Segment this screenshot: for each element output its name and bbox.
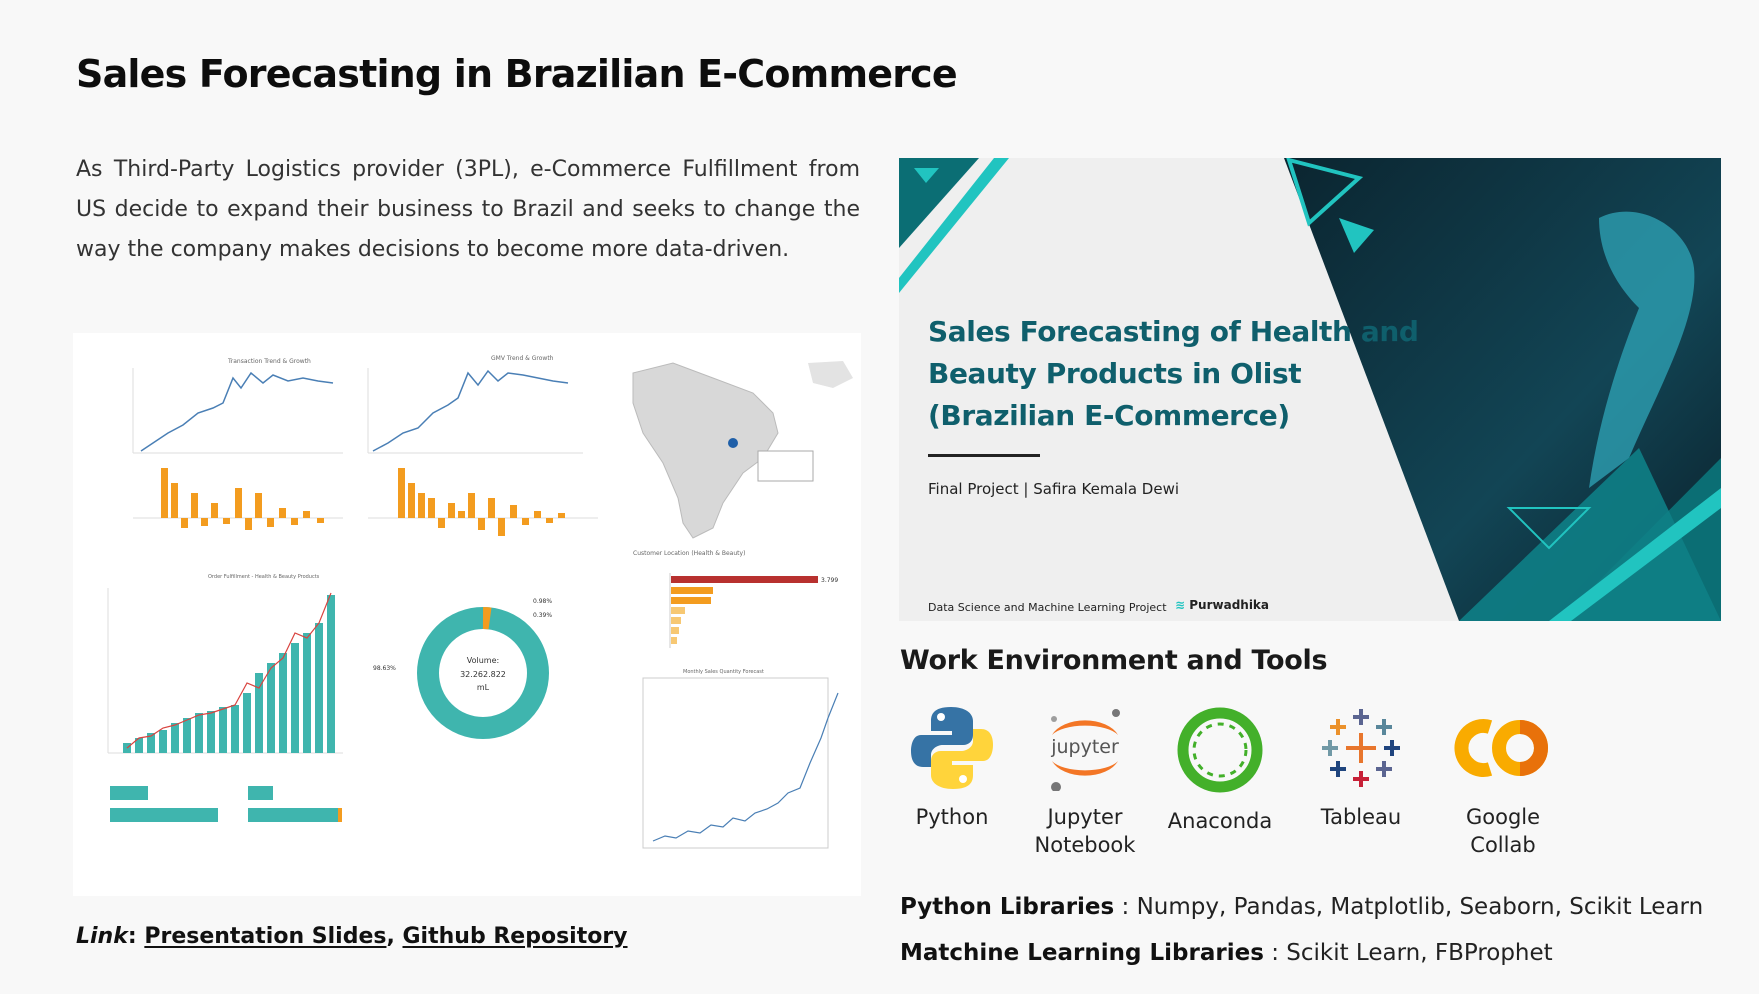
link-separator: , bbox=[386, 924, 395, 949]
slide-footer: Data Science and Machine Learning Projec… bbox=[928, 601, 1167, 614]
tool-label-python: Python bbox=[915, 805, 989, 829]
dashboard-collage-image: Transaction Trend & Growth GMV Trend & G… bbox=[73, 333, 861, 896]
tool-label-anaconda: Anaconda bbox=[1167, 809, 1273, 833]
tool-colab: Google Collab bbox=[1433, 705, 1573, 859]
purwadhika-logo: ≋ Purwadhika bbox=[1175, 598, 1269, 612]
ml-libraries-value: : Scikit Learn, FBProphet bbox=[1263, 940, 1553, 966]
anaconda-icon bbox=[1177, 707, 1263, 793]
links-line: Link: Presentation Slides, Github Reposi… bbox=[76, 924, 628, 949]
python-icon bbox=[911, 707, 993, 789]
donut-label-1: 0.98% bbox=[533, 598, 552, 605]
chart2-title: GMV Trend & Growth bbox=[491, 355, 554, 362]
slide-title: Sales Forecasting of Health and Beauty P… bbox=[928, 315, 1419, 432]
presentation-slides-link[interactable]: Presentation Slides bbox=[144, 924, 387, 949]
github-repository-link[interactable]: Github Repository bbox=[402, 924, 628, 949]
chart1-title: Transaction Trend & Growth bbox=[227, 358, 311, 365]
tool-anaconda: Anaconda bbox=[1150, 705, 1290, 835]
donut-line-1: Volume: bbox=[467, 656, 499, 665]
ml-libraries-label: Matchine Learning Libraries bbox=[900, 940, 1264, 966]
project-description: As Third-Party Logistics provider (3PL),… bbox=[76, 157, 860, 262]
slide-divider bbox=[928, 454, 1040, 457]
tool-tableau: Tableau bbox=[1291, 705, 1431, 831]
tool-label-jupyter: Jupyter Notebook bbox=[1034, 805, 1136, 857]
python-libraries-line: Python Libraries : Numpy, Pandas, Matplo… bbox=[900, 894, 1703, 920]
tool-label-tableau: Tableau bbox=[1320, 805, 1402, 829]
purwadhika-logo-icon: ≋ bbox=[1175, 598, 1186, 612]
python-libraries-label: Python Libraries bbox=[900, 894, 1115, 920]
donut-label-3: 98.63% bbox=[373, 665, 396, 672]
tool-jupyter: jupyter Jupyter Notebook bbox=[1015, 705, 1155, 859]
tool-python: Python bbox=[882, 705, 1022, 831]
donut-line-3: mL bbox=[477, 683, 490, 692]
bar-value-label: 3.799 bbox=[821, 577, 838, 584]
python-libraries-value: : Numpy, Pandas, Matplotlib, Seaborn, Sc… bbox=[1114, 894, 1704, 920]
forecast-title: Monthly Sales Quantity Forecast bbox=[683, 669, 764, 675]
tableau-icon bbox=[1322, 709, 1400, 787]
tools-heading: Work Environment and Tools bbox=[900, 645, 1328, 676]
ml-libraries-line: Matchine Learning Libraries : Scikit Lea… bbox=[900, 940, 1553, 966]
donut-line-2: 32.262.822 bbox=[460, 670, 506, 679]
presentation-cover-image: Sales Forecasting of Health and Beauty P… bbox=[899, 158, 1721, 621]
svg-text:jupyter: jupyter bbox=[1050, 736, 1119, 758]
page-title: Sales Forecasting in Brazilian E-Commerc… bbox=[76, 52, 958, 96]
bar-chart-title: Customer Location (Health & Beauty) bbox=[633, 550, 745, 557]
colab-icon bbox=[1454, 719, 1549, 777]
link-label: Link bbox=[76, 924, 128, 949]
jupyter-icon: jupyter bbox=[1050, 709, 1120, 791]
slide-subtitle: Final Project | Safira Kemala Dewi bbox=[928, 480, 1180, 498]
donut-label-2: 0.39% bbox=[533, 612, 552, 619]
purwadhika-logo-text: Purwadhika bbox=[1189, 598, 1270, 612]
tool-label-colab: Google Collab bbox=[1465, 805, 1541, 857]
chart3-title: Order Fulfillment - Health & Beauty Prod… bbox=[208, 574, 320, 580]
